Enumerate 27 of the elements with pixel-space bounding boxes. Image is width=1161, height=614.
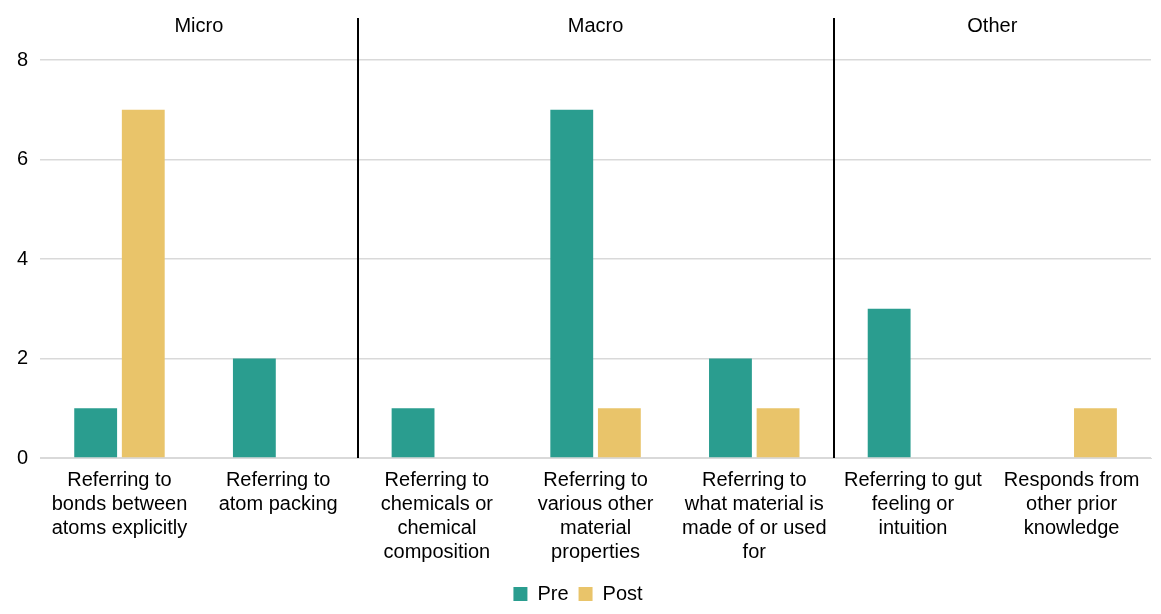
x-tick-label: Referring to various other material properties <box>537 467 654 562</box>
y-tick-label: 0 <box>17 445 29 468</box>
bar <box>232 358 276 458</box>
bar <box>74 408 118 458</box>
x-tick-label: Referring to what material is made of or used for <box>681 467 827 562</box>
x-tick-label: Referring to bonds between atoms explicitly <box>51 467 188 538</box>
bar <box>1074 408 1117 458</box>
y-tick-label: 4 <box>17 246 29 269</box>
text: Macro <box>567 13 624 36</box>
legend-label: Post <box>602 581 644 604</box>
bar <box>709 358 752 458</box>
bar <box>867 308 911 458</box>
legend-label: Pre <box>537 581 569 604</box>
x-tick-label: Responds from other prior knowledge <box>1003 467 1140 538</box>
x-tick-label: Referring to chemicals or chemical composition <box>380 467 494 562</box>
y-tick-label: 2 <box>17 346 29 369</box>
text: Micro <box>174 13 224 36</box>
bar <box>597 408 641 458</box>
bar <box>391 408 435 458</box>
y-tick-label: 6 <box>17 147 29 170</box>
y-tick-label: 8 <box>17 47 29 70</box>
bar <box>756 408 800 458</box>
bar <box>121 109 165 458</box>
bar <box>550 109 594 458</box>
text: Other <box>967 13 1018 36</box>
x-tick-label: Referring to atom packing <box>218 467 338 514</box>
x-tick-label: Referring to gut feeling or intuition <box>844 467 983 538</box>
